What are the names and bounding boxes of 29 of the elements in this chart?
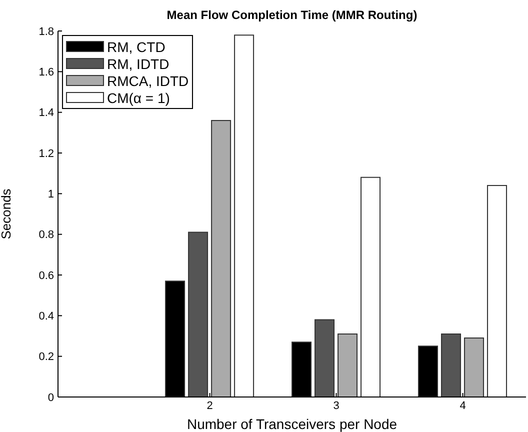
bar [464, 338, 484, 397]
y-tick-label: 0.8 [38, 229, 54, 242]
y-tick-label: 1 [48, 188, 54, 201]
y-tick-label: 0 [48, 392, 54, 404]
y-tick-label: 1.4 [38, 107, 54, 120]
bar [188, 232, 208, 397]
x-tick-label: 2 [206, 400, 213, 412]
legend-label: CM(α = 1) [107, 90, 170, 106]
bar [338, 333, 358, 397]
y-tick-label: 1.6 [38, 66, 54, 79]
legend-label: RM, IDTD [107, 56, 170, 72]
bar [441, 333, 462, 397]
chart-title: Mean Flow Completion Time (MMR Routing) [166, 8, 418, 22]
x-tick-label: 4 [460, 400, 466, 412]
x-axis-title: Number of Transceivers per Node [186, 416, 398, 432]
bar [487, 185, 508, 397]
y-tick-label: 0.2 [38, 351, 54, 364]
legend-label: RMCA, IDTD [107, 72, 189, 88]
y-axis-title: Seconds [0, 188, 14, 240]
legend-label: RM, CTD [107, 38, 166, 54]
y-tick-label: 1.2 [38, 148, 54, 160]
y-tick-label: 0.4 [38, 310, 54, 323]
bar [211, 120, 232, 397]
bar [360, 176, 381, 397]
y-tick-label: 0.6 [38, 270, 54, 282]
x-tick-label: 3 [333, 400, 340, 412]
bar [234, 34, 254, 397]
bar [314, 319, 335, 397]
y-tick-label: 1.8 [38, 26, 54, 38]
